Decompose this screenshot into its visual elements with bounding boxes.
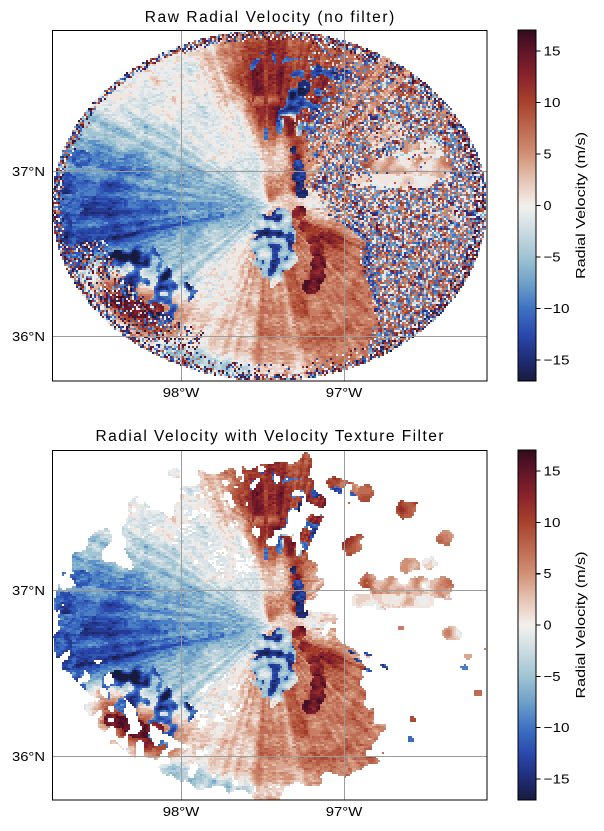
svg-text:−10: −10 (544, 301, 570, 316)
svg-text:15: 15 (544, 44, 561, 59)
svg-text:−5: −5 (544, 669, 561, 684)
svg-text:98°W: 98°W (163, 385, 200, 400)
svg-text:98°W: 98°W (163, 804, 200, 819)
svg-text:0: 0 (544, 198, 552, 213)
svg-text:Radial Velocity (m/s): Radial Velocity (m/s) (573, 132, 588, 279)
svg-text:36°N: 36°N (12, 329, 45, 344)
svg-text:−5: −5 (544, 250, 561, 265)
svg-text:−10: −10 (544, 720, 570, 735)
svg-text:5: 5 (544, 566, 552, 581)
svg-text:15: 15 (544, 464, 561, 479)
svg-text:37°N: 37°N (12, 583, 45, 598)
svg-text:37°N: 37°N (12, 164, 45, 179)
svg-text:Raw Radial Velocity (no filter: Raw Radial Velocity (no filter) (145, 9, 395, 26)
svg-text:5: 5 (544, 147, 552, 162)
svg-text:Radial Velocity with Velocity: Radial Velocity with Velocity Texture Fi… (96, 428, 444, 445)
svg-text:97°W: 97°W (326, 385, 363, 400)
svg-text:0: 0 (544, 618, 552, 633)
svg-text:−15: −15 (544, 772, 570, 787)
svg-text:97°W: 97°W (326, 804, 363, 819)
svg-text:10: 10 (544, 95, 561, 110)
svg-text:−15: −15 (544, 352, 570, 367)
svg-text:Radial Velocity (m/s): Radial Velocity (m/s) (573, 552, 588, 699)
svg-text:10: 10 (544, 515, 561, 530)
svg-text:36°N: 36°N (12, 749, 45, 764)
